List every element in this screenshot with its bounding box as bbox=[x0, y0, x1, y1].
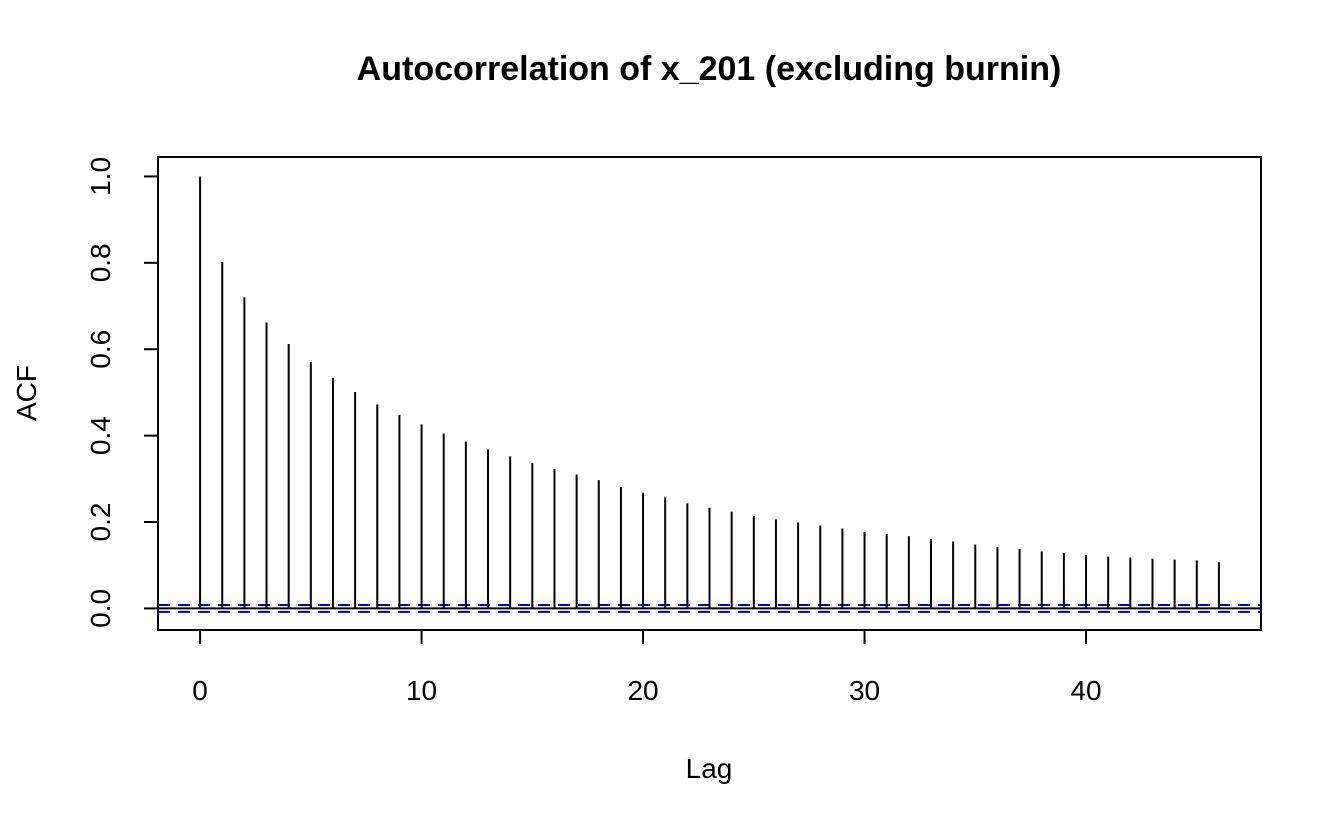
y-tick-label-1: 0.2 bbox=[85, 503, 116, 542]
y-tick-label-4: 0.8 bbox=[85, 243, 116, 282]
y-axis-label: ACF bbox=[11, 365, 42, 421]
y-tick-label-0: 0.0 bbox=[85, 589, 116, 628]
chart-title: Autocorrelation of x_201 (excluding burn… bbox=[357, 50, 1062, 88]
y-tick-label-3: 0.6 bbox=[85, 330, 116, 369]
x-axis: 0 10 20 30 40 bbox=[192, 629, 1102, 706]
x-tick-label-0: 0 bbox=[192, 675, 208, 706]
x-tick-label-20: 20 bbox=[627, 675, 658, 706]
x-axis-label: Lag bbox=[686, 753, 733, 784]
plot-area bbox=[157, 156, 1262, 631]
y-axis: 0.0 0.2 0.4 0.6 0.8 1.0 bbox=[85, 157, 159, 628]
acf-bars bbox=[199, 176, 1220, 609]
x-tick-label-40: 40 bbox=[1070, 675, 1101, 706]
y-tick-label-5: 1.0 bbox=[85, 157, 116, 196]
x-tick-label-30: 30 bbox=[849, 675, 880, 706]
y-tick-label-2: 0.4 bbox=[85, 416, 116, 455]
x-tick-label-10: 10 bbox=[406, 675, 437, 706]
